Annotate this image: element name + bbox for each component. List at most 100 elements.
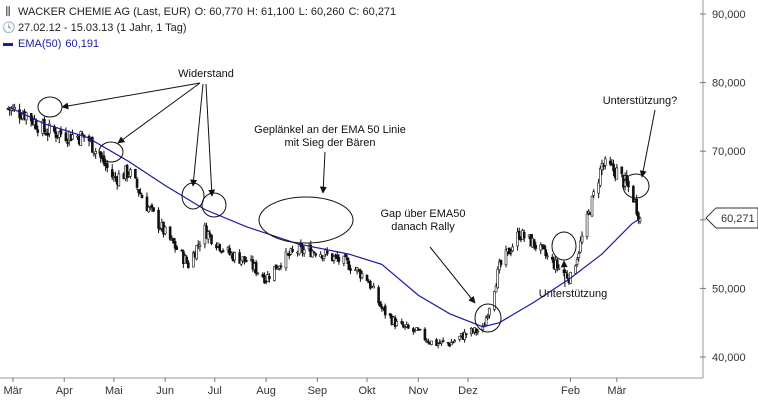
price-candle	[208, 229, 212, 238]
price-candle	[117, 170, 121, 187]
price-series	[6, 103, 642, 349]
price-candle	[273, 266, 276, 282]
price-candle	[218, 243, 222, 253]
price-candle	[322, 255, 326, 262]
price-candle	[347, 257, 351, 271]
price-candle	[494, 283, 498, 293]
price-candle	[284, 248, 288, 271]
price-candle	[158, 227, 162, 231]
annotation-circle	[551, 231, 577, 261]
price-candle	[511, 243, 514, 252]
last-price-marker: 60,271	[705, 207, 758, 229]
price-candle	[577, 250, 581, 262]
price-candle	[221, 248, 225, 253]
price-candle	[279, 262, 283, 271]
price-candle	[395, 318, 399, 327]
price-candle	[507, 247, 511, 255]
annotation-circle	[622, 173, 650, 199]
legend-close: C: 60,271	[348, 6, 397, 18]
price-candle	[180, 249, 184, 252]
price-candle	[137, 189, 141, 197]
price-candle	[94, 148, 97, 159]
price-candle	[451, 341, 455, 344]
price-candle	[43, 116, 46, 135]
annotation-circle	[37, 96, 63, 118]
price-candle	[326, 247, 329, 256]
price-candle	[426, 338, 430, 345]
price-candle	[210, 234, 213, 246]
price-candle	[412, 326, 415, 335]
x-tick-label: Apr	[56, 385, 73, 397]
price-candle	[557, 264, 561, 271]
price-candle	[488, 307, 491, 319]
legend-ema-value: 60,191	[65, 38, 100, 50]
price-candle	[544, 245, 547, 259]
price-candle	[71, 129, 74, 141]
x-tick-label: Jun	[156, 385, 174, 397]
price-candle	[46, 128, 50, 142]
x-tick-label: Aug	[256, 385, 276, 397]
price-candle	[110, 164, 114, 181]
legend-period: 27.02.12 - 15.03.13 (1 Jahr, 1 Tag)	[18, 22, 187, 34]
price-candle	[48, 119, 51, 138]
price-candle	[114, 171, 117, 182]
price-candle	[244, 256, 248, 263]
annotation-support-question: Unterstützung?	[603, 95, 678, 107]
price-candle	[134, 168, 137, 179]
price-candle	[400, 318, 404, 326]
annotation-arrow	[560, 260, 568, 288]
price-candle	[360, 270, 364, 280]
price-candle	[59, 126, 63, 138]
price-candle	[357, 268, 361, 273]
x-tick-label: Nov	[409, 385, 429, 397]
x-axis: Mär Apr Mai Jun Jul Aug Sep Okt Nov Dez Feb Mär	[0, 377, 703, 397]
price-candle	[620, 166, 624, 178]
price-candle	[522, 229, 526, 242]
price-candle	[152, 207, 155, 213]
x-tick-label: Mär	[3, 385, 22, 397]
ema-series	[7, 106, 641, 328]
price-candle	[597, 178, 600, 199]
x-tick-label: Sep	[308, 385, 328, 397]
legend-instrument-row: ⫼ WACKER CHEMIE AG (Last, EUR) O: 60,770…	[2, 4, 396, 20]
price-candle	[254, 259, 258, 277]
price-candle	[13, 103, 16, 112]
price-candle	[377, 285, 380, 306]
price-candle	[54, 127, 58, 143]
annotation-circle	[98, 141, 124, 163]
y-tick-label: 70,000	[712, 146, 746, 158]
chart-legend: ⫼ WACKER CHEMIE AG (Last, EUR) O: 60,770…	[2, 4, 396, 52]
annotation-arrow	[429, 246, 476, 304]
annotations: Widerstand Geplänkel an der EMA 50 Linie m…	[37, 68, 678, 333]
price-candle	[435, 338, 438, 347]
price-candle	[147, 205, 150, 213]
price-candle	[175, 244, 179, 251]
legend-instrument: WACKER CHEMIE AG (Last, EUR)	[18, 6, 191, 18]
price-candle	[18, 103, 21, 124]
price-candle	[365, 274, 369, 282]
price-candle	[139, 187, 142, 195]
y-tick-label: 50,000	[712, 283, 746, 295]
price-candle	[551, 253, 554, 263]
price-candle	[349, 264, 352, 275]
price-candle	[150, 203, 154, 213]
annotation-circle	[181, 182, 205, 210]
price-candle	[499, 259, 503, 268]
price-candle	[423, 327, 427, 342]
price-candle	[418, 328, 422, 331]
price-candle	[579, 236, 582, 254]
price-candle	[402, 321, 405, 329]
price-candle	[539, 242, 543, 255]
price-candle	[458, 335, 461, 342]
price-candle	[587, 209, 591, 216]
clock-icon: 🕓	[2, 22, 16, 34]
legend-ema-label: EMA(50)	[18, 38, 62, 50]
price-candle	[345, 254, 349, 265]
price-candle	[440, 340, 443, 347]
price-candle	[493, 290, 496, 312]
ema-line-swatch	[3, 42, 13, 46]
price-candle	[342, 255, 346, 267]
y-tick-label: 40,000	[712, 352, 746, 364]
price-candle	[125, 163, 129, 182]
